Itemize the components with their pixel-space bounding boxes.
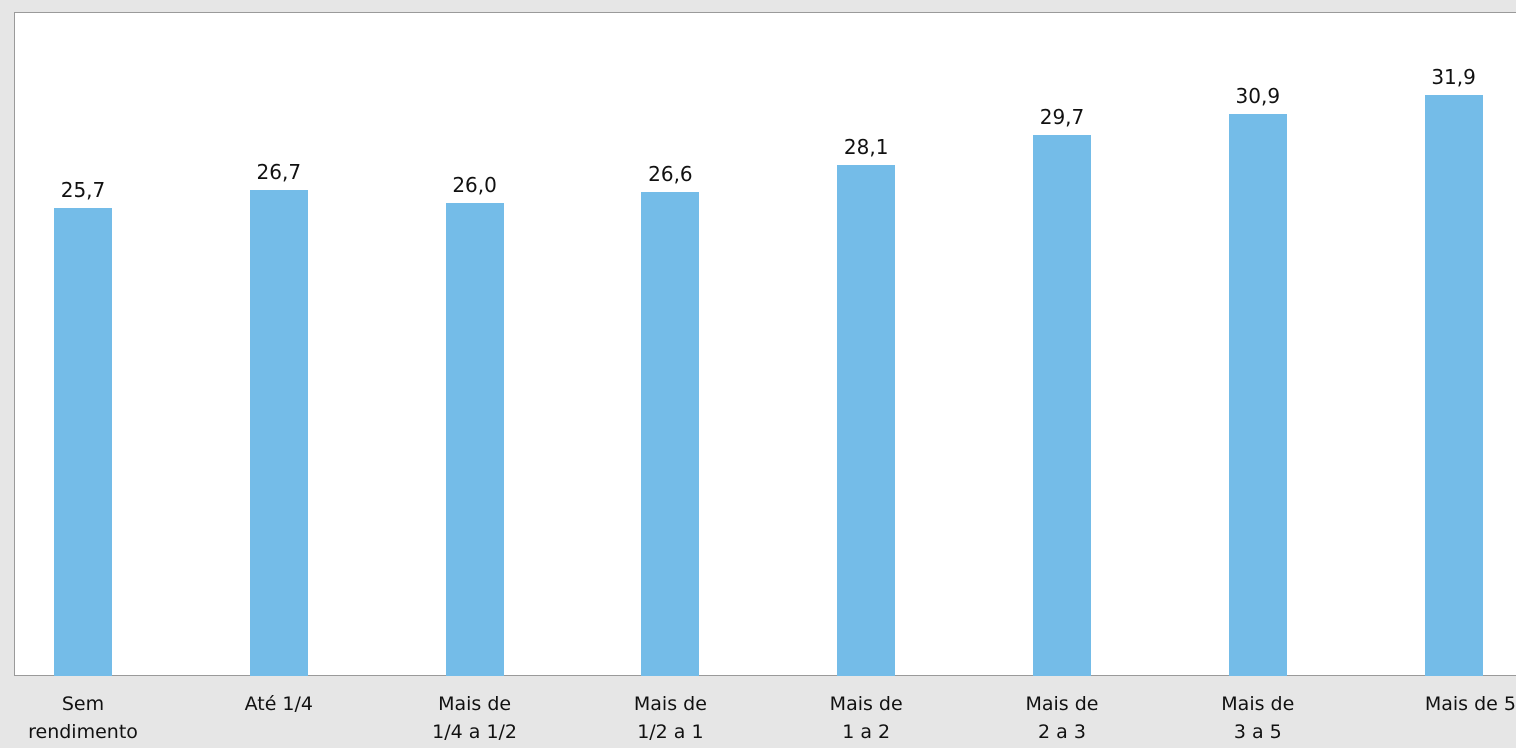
data-label: 26,0 <box>452 172 497 197</box>
data-label: 26,7 <box>256 160 302 185</box>
data-label: 26,6 <box>648 161 693 186</box>
x-tick-label: Mais de 1 a 2 <box>829 693 903 743</box>
data-label: 31,9 <box>1431 65 1476 90</box>
bar <box>641 191 700 676</box>
plot-area <box>14 12 1516 676</box>
x-tick-label: Mais de 1/4 a 1/2 <box>432 693 518 743</box>
x-tick-label: Mais de 2 a 3 <box>1025 693 1099 743</box>
data-label: 28,1 <box>843 134 889 159</box>
bar <box>445 202 504 676</box>
bar <box>1228 113 1287 676</box>
data-label: 25,7 <box>60 178 106 203</box>
x-tick-label: Mais de 5 <box>1424 693 1516 715</box>
bar <box>54 208 112 676</box>
bar <box>837 164 896 676</box>
bar <box>1424 95 1483 676</box>
x-tick-label: Mais de 3 a 5 <box>1221 693 1295 743</box>
bar <box>249 190 308 676</box>
x-tick-label: Até 1/4 <box>244 693 313 715</box>
x-tick-label: Sem rendimento <box>28 693 138 743</box>
data-label: 29,7 <box>1039 105 1085 130</box>
x-tick-label: Mais de 1/2 a 1 <box>633 693 707 743</box>
data-label: 30,9 <box>1235 83 1281 108</box>
bar <box>1033 135 1091 676</box>
